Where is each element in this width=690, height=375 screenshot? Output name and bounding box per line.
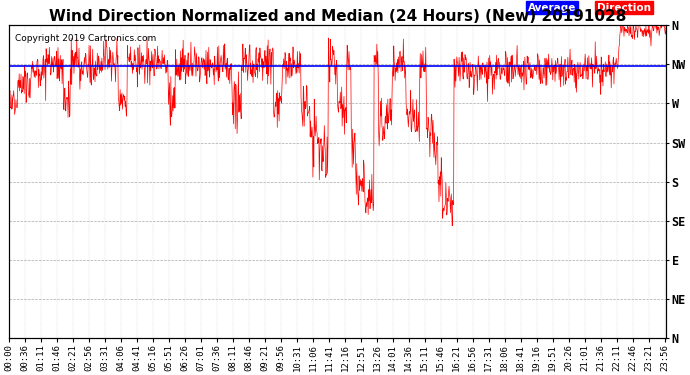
Text: Direction: Direction: [597, 3, 651, 13]
Title: Wind Direction Normalized and Median (24 Hours) (New) 20191028: Wind Direction Normalized and Median (24…: [49, 9, 626, 24]
Text: Average: Average: [528, 3, 576, 13]
Text: Copyright 2019 Cartronics.com: Copyright 2019 Cartronics.com: [15, 34, 157, 44]
